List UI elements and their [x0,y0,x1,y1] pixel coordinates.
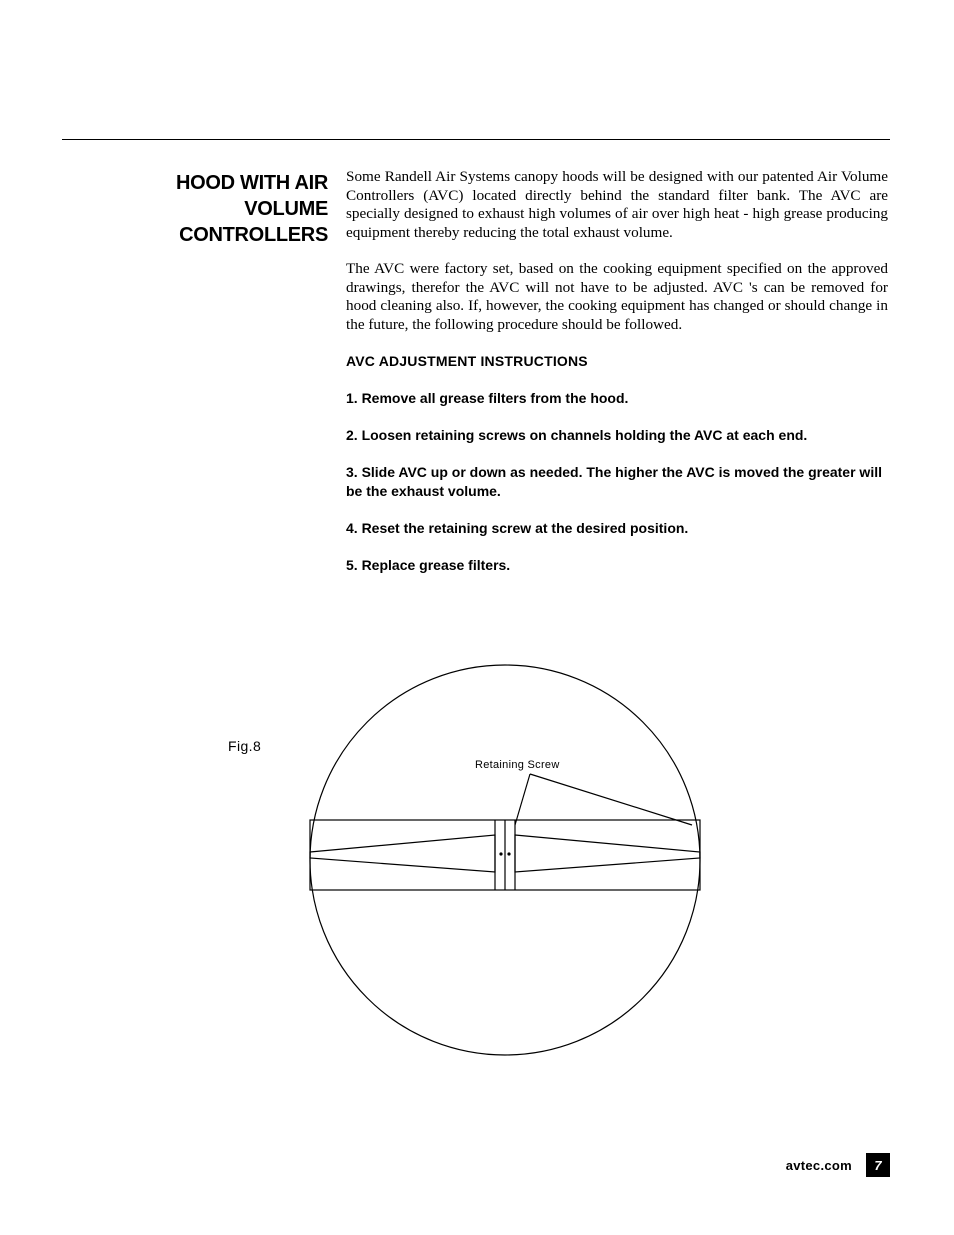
title-line-2: CONTROLLERS [179,224,328,246]
step-5: 5. Replace grease filters. [346,556,888,575]
section-title: HOOD WITH AIR VOLUME CONTROLLERS [108,170,328,248]
body-column: Some Randell Air Systems canopy hoods wi… [346,168,888,593]
title-line-1: HOOD WITH AIR VOLUME [176,172,328,220]
paragraph-1: Some Randell Air Systems canopy hoods wi… [346,168,888,242]
step-4: 4. Reset the retaining screw at the desi… [346,519,888,538]
step-3: 3. Slide AVC up or down as needed. The h… [346,463,888,501]
figure-label: Fig.8 [228,738,261,754]
rule-top [62,139,890,140]
footer-url: avtec.com [786,1158,852,1173]
subheading: AVC ADJUSTMENT INSTRUCTIONS [346,352,888,371]
step-2: 2. Loosen retaining screws on channels h… [346,426,888,445]
figure-svg [220,640,740,1080]
paragraph-2: The AVC were factory set, based on the c… [346,260,888,334]
retaining-screw-label: Retaining Screw [475,759,560,771]
step-1: 1. Remove all grease filters from the ho… [346,389,888,408]
page-number: 7 [866,1153,890,1177]
footer: avtec.com 7 [786,1153,890,1177]
figure-8: Fig.8 Retaining Screw [220,640,740,1080]
